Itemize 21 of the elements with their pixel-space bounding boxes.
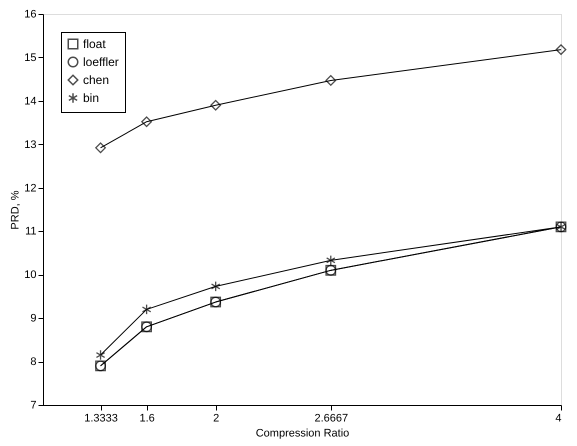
y-tick-label: 12 xyxy=(24,182,36,194)
y-tick-label: 11 xyxy=(25,226,36,238)
y-tick-label: 10 xyxy=(24,269,36,282)
y-tick-label: 8 xyxy=(30,356,36,368)
legend-label: bin xyxy=(83,91,100,105)
y-tick-label: 13 xyxy=(24,138,36,151)
x-tick-label: 2 xyxy=(213,412,220,424)
x-tick-label: 1.6 xyxy=(139,412,155,424)
x-tick-label: 4 xyxy=(555,412,562,424)
y-tick-label: 7 xyxy=(30,400,36,412)
y-tick-label: 9 xyxy=(30,312,36,325)
legend-label: loeffler xyxy=(83,55,119,69)
y-tick-label: 15 xyxy=(24,52,36,64)
x-axis-title: Compression Ratio xyxy=(256,428,350,440)
y-axis-title: PRD, % xyxy=(9,190,22,230)
legend-label: chen xyxy=(83,73,110,87)
x-tick-label: 1.3333 xyxy=(84,412,118,424)
y-tick-label: 16 xyxy=(24,8,36,20)
legend-label: float xyxy=(83,37,106,51)
y-tick-label: 14 xyxy=(24,95,36,108)
x-tick-label: 2.6667 xyxy=(314,412,348,424)
